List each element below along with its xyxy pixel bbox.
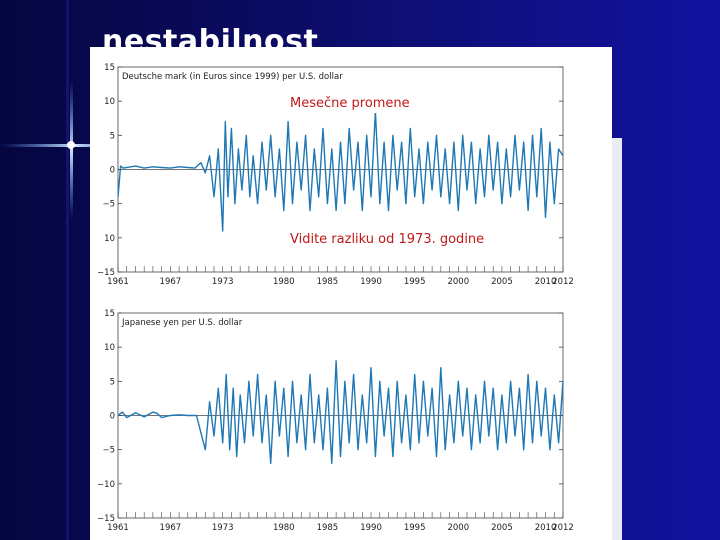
x-tick-label: 1980 [273, 523, 295, 533]
y-tick-label: −5 [102, 200, 115, 210]
y-tick-label: −15 [97, 268, 115, 278]
y-tick-label: −10 [97, 480, 115, 490]
x-tick-label: 2005 [491, 277, 513, 287]
x-tick-label: 1967 [160, 523, 182, 533]
x-tick-label: 1973 [212, 277, 234, 287]
chart-title: Deutsche mark (in Euros since 1999) per … [122, 72, 343, 82]
annotation-monthly-changes: Mesečne promene [288, 95, 412, 113]
x-tick-label: 1961 [107, 523, 129, 533]
x-tick-label: 2005 [491, 523, 513, 533]
y-tick-label: −15 [97, 514, 115, 524]
x-tick-label: 2010 [535, 523, 557, 533]
x-tick-label: 1995 [404, 523, 426, 533]
sparkle-decoration [0, 80, 150, 220]
x-tick-label: 2000 [447, 523, 469, 533]
y-tick-label: 0 [110, 166, 115, 176]
series-line-1 [117, 110, 564, 232]
x-tick-label: 1995 [404, 277, 426, 287]
y-tick-label: 15 [104, 63, 115, 73]
x-tick-label: 1973 [212, 523, 234, 533]
x-tick-label: 1967 [160, 277, 182, 287]
y-tick-label: 10 [104, 343, 115, 353]
x-tick-label: 2012 [552, 277, 574, 287]
x-tick-label: 1985 [317, 277, 339, 287]
x-tick-label: 1990 [360, 277, 382, 287]
x-tick-label: 2012 [552, 523, 574, 533]
x-tick-label: 1985 [317, 523, 339, 533]
x-tick-label: 1990 [360, 523, 382, 533]
y-tick-label: 5 [110, 131, 115, 141]
y-tick-label: 0 [110, 412, 115, 422]
x-tick-label: 2010 [535, 277, 557, 287]
exchange-rate-charts: Deutsche mark (in Euros since 1999) per … [97, 63, 574, 533]
chart-2: Japanese yen per U.S. dollar 15 10 5 0 −5 −10 −… [97, 309, 574, 533]
charts-image: Deutsche mark (in Euros since 1999) per … [90, 47, 612, 540]
y-tick-label: 5 [110, 377, 115, 387]
annotation-1973-note: Vidite razliku od 1973. godine [288, 231, 487, 249]
x-tick-label: 2000 [447, 277, 469, 287]
y-tick-label: −5 [102, 446, 115, 456]
chart-title: Japanese yen per U.S. dollar [121, 318, 243, 328]
series-line-1 [117, 360, 564, 464]
x-tick-label: 1961 [107, 277, 129, 287]
y-tick-label: 15 [104, 309, 115, 319]
x-tick-label: 1980 [273, 277, 295, 287]
y-tick-label: 10 [104, 97, 115, 107]
y-tick-label: 10 [104, 234, 115, 244]
